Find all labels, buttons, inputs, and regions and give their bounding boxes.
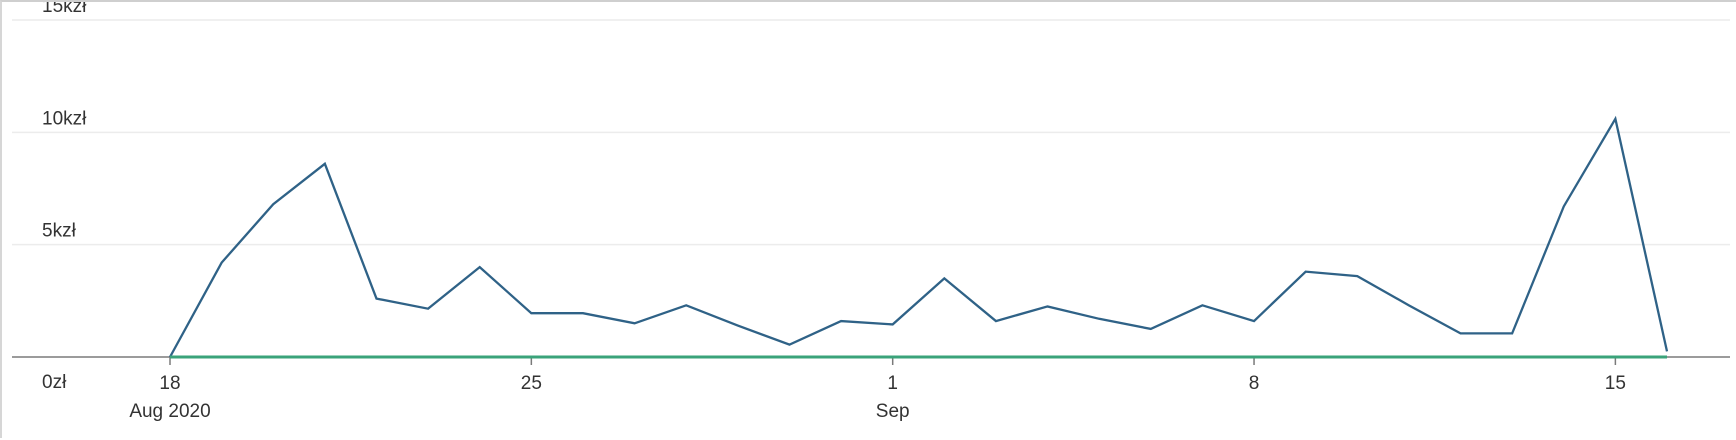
- x-tick-label: 15: [1605, 373, 1626, 394]
- label-layer: 0zł 5kzł 10kzł 15kzł 18 Aug 2020 25 1 Sep 8 15: [42, 2, 1626, 422]
- y-tick-label: 10kzł: [42, 108, 87, 129]
- y-tick-label: 5kzł: [42, 221, 77, 242]
- revenue-line: [168, 115, 1669, 358]
- grid-layer: [12, 19, 1730, 246]
- x-tick-sub-label: Aug 2020: [129, 401, 210, 422]
- x-tick-label: 25: [521, 373, 542, 394]
- x-tick-label: 1: [887, 373, 898, 394]
- x-tick-sub-label: Sep: [876, 401, 910, 422]
- y-tick-label: 0zł: [42, 372, 67, 393]
- series-layer: [168, 115, 1669, 359]
- x-tick-label: 18: [159, 373, 180, 394]
- y-tick-label: 15kzł: [42, 2, 87, 17]
- x-tick-label: 8: [1249, 373, 1260, 394]
